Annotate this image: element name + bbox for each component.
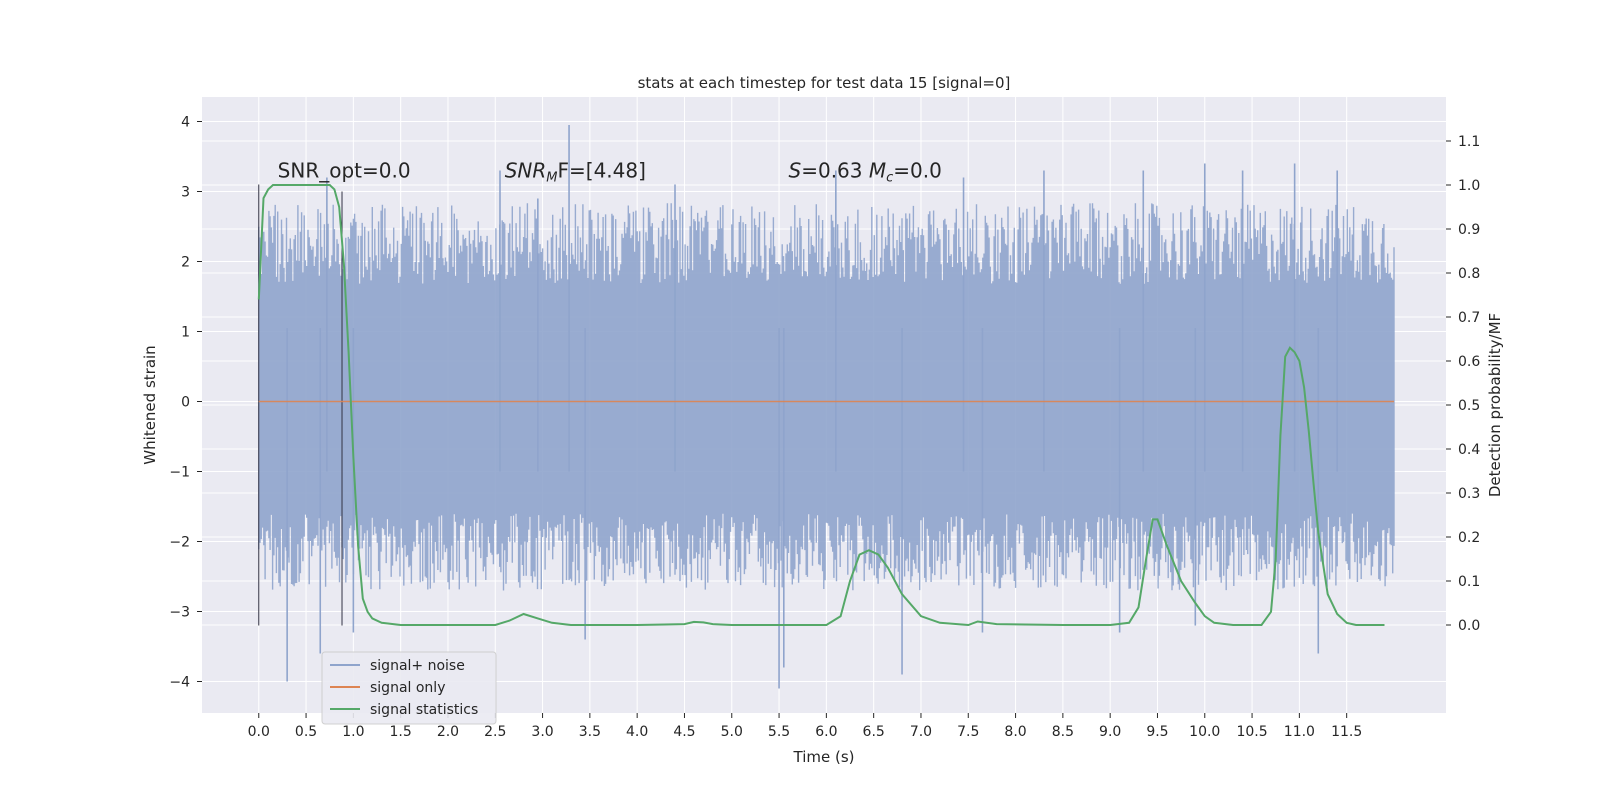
y-tick-label: −1 — [169, 465, 190, 481]
x-tick-label: 11.5 — [1331, 724, 1362, 740]
x-tick-label: 10.0 — [1189, 724, 1220, 740]
x-tick-label: 2.0 — [437, 724, 459, 740]
y2-tick-label: 1.0 — [1458, 178, 1480, 194]
x-axis-label: Time (s) — [793, 748, 855, 766]
chart-title: stats at each timestep for test data 15 … — [638, 74, 1011, 92]
y2-tick-label: 0.0 — [1458, 618, 1480, 634]
x-tick-label: 5.5 — [768, 724, 790, 740]
x-tick-label: 8.0 — [1004, 724, 1026, 740]
x-tick-label: 2.5 — [484, 724, 506, 740]
x-tick-label: 3.5 — [579, 724, 601, 740]
x-tick-label: 3.0 — [531, 724, 553, 740]
legend-label-signal-noise: signal+ noise — [370, 658, 465, 674]
legend-label-signal-statistics: signal statistics — [370, 702, 478, 718]
x-tick-label: 9.0 — [1099, 724, 1121, 740]
y-tick-label: 2 — [181, 255, 190, 271]
y2-tick-label: 0.6 — [1458, 354, 1480, 370]
x-tick-label: 10.5 — [1236, 724, 1267, 740]
y2-tick-label: 0.1 — [1458, 574, 1480, 590]
y2-tick-label: 0.3 — [1458, 486, 1480, 502]
x-tick-label: 1.5 — [390, 724, 412, 740]
x-tick-label: 0.0 — [248, 724, 270, 740]
y2-tick-label: 0.7 — [1458, 310, 1480, 326]
x-tick-label: 5.0 — [721, 724, 743, 740]
signal-statistics-line — [257, 184, 1385, 627]
y2-tick-label: 0.4 — [1458, 442, 1480, 458]
x-tick-label: 1.0 — [342, 724, 364, 740]
x-tick-label: 9.5 — [1146, 724, 1168, 740]
annotation-s-mc: S=0.63 Mc=0.0 — [789, 159, 942, 186]
y-tick-label: 1 — [181, 325, 190, 341]
vertical-lines — [258, 184, 343, 626]
x-tick-label: 6.5 — [863, 724, 885, 740]
x-tick-label: 11.0 — [1284, 724, 1315, 740]
y-tick-label: 0 — [181, 395, 190, 411]
x-tick-label: 6.0 — [815, 724, 837, 740]
y-tick-label: −3 — [169, 605, 190, 621]
y-axis-label: Whitened strain — [141, 345, 159, 464]
x-tick-label: 4.5 — [673, 724, 695, 740]
y2-tick-label: 0.8 — [1458, 266, 1480, 282]
legend-label-signal-only: signal only — [370, 680, 445, 696]
y-tick-label: 3 — [181, 185, 190, 201]
y2-tick-label: 0.2 — [1458, 530, 1480, 546]
annotation-snr-mf: SNRMF=[4.48] — [505, 159, 646, 186]
y2-tick-label: 1.1 — [1458, 134, 1480, 150]
x-tick-label: 4.0 — [626, 724, 648, 740]
ticks: 0.0 0.5 1.0 1.5 2.0 2.5 3.0 3.5 4.0 4.5 5.0 5.5 6.0 6… — [169, 115, 1480, 741]
y2-tick-label: 0.9 — [1458, 222, 1480, 238]
x-tick-label: 7.0 — [910, 724, 932, 740]
legend: signal+ noise signal only signal statist… — [321, 651, 497, 725]
legend-box — [321, 651, 497, 725]
annotation-snr-opt: SNR_opt=0.0 — [278, 159, 411, 183]
y-tick-label: −4 — [169, 675, 190, 691]
x-tick-label: 7.5 — [957, 724, 979, 740]
y2-axis-label: Detection probability/MF — [1486, 313, 1504, 497]
y2-tick-label: 0.5 — [1458, 398, 1480, 414]
x-tick-label: 8.5 — [1052, 724, 1074, 740]
signal-noise-series — [258, 125, 1395, 689]
y-tick-label: −2 — [169, 535, 190, 551]
x-tick-label: 0.5 — [295, 724, 317, 740]
signal-statistics-series — [257, 184, 1385, 627]
annotations: SNR_opt=0.0 SNRMF=[4.48] S=0.63 Mc=0.0 — [278, 159, 942, 186]
y-tick-label: 4 — [181, 115, 190, 131]
